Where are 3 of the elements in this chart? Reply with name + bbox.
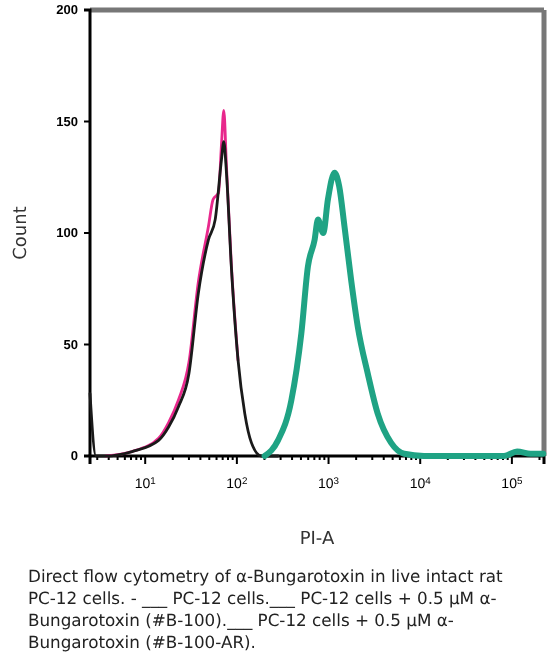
y-axis-title: Count	[12, 205, 32, 260]
text: Direct flow cytometry of α-Bungarotoxin in live intact rat PC-12 cells. - ___ PC-12 cells.___ PC-12 cells + 0.5 µM α-Bungarotoxin (#B-100).___ PC-12 cells + 0.5 µM α-Bungarotoxin (#B-100-AR).	[28, 566, 505, 654]
x-axis-title: PI-A	[299, 530, 336, 550]
